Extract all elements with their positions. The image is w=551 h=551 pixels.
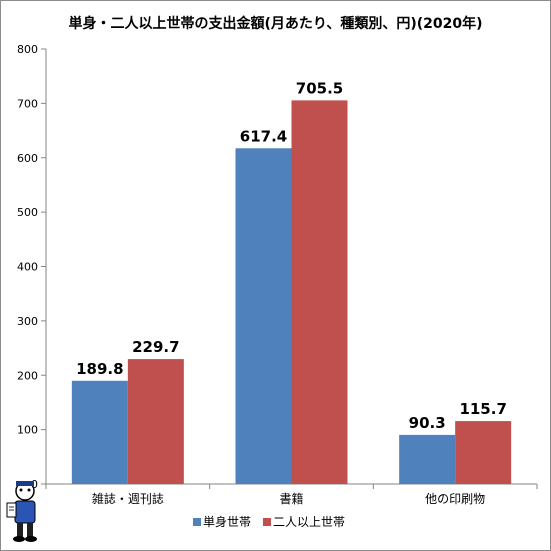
- y-tick-label: 600: [17, 152, 38, 165]
- y-tick-label: 400: [17, 261, 38, 274]
- bar-multi-2: [455, 421, 512, 484]
- y-tick-label: 500: [17, 206, 38, 219]
- legend-swatch: [263, 518, 271, 526]
- y-tick-label: 0: [31, 478, 38, 491]
- bar-multi-1: [291, 100, 348, 485]
- bar-single-0: [71, 380, 128, 484]
- bar-single-2: [399, 434, 456, 484]
- y-tick-label: 100: [17, 424, 38, 437]
- x-tick-label: 雑誌・週刊誌: [92, 491, 164, 506]
- data-label: 115.7: [459, 400, 506, 418]
- legend-swatch: [193, 518, 201, 526]
- data-label: 705.5: [296, 79, 343, 97]
- chart-title: 単身・二人以上世帯の支出金額(月あたり、種類別、円)(2020年): [68, 16, 483, 32]
- legend-label: 単身世帯: [203, 514, 251, 529]
- bar-multi-0: [127, 359, 184, 484]
- y-tick-label: 300: [17, 315, 38, 328]
- data-label: 90.3: [409, 414, 446, 432]
- y-tick-label: 200: [17, 369, 38, 382]
- data-label: 229.7: [132, 338, 179, 356]
- y-tick-label: 800: [17, 43, 38, 56]
- legend-label: 二人以上世帯: [273, 515, 345, 529]
- y-tick-label: 700: [17, 97, 38, 110]
- x-tick-label: 他の印刷物: [425, 492, 485, 506]
- data-label: 617.4: [240, 127, 287, 145]
- x-tick-label: 書籍: [279, 491, 303, 506]
- bar-single-1: [235, 148, 292, 484]
- data-label: 189.8: [76, 360, 123, 378]
- mascot-character-icon: [6, 481, 37, 542]
